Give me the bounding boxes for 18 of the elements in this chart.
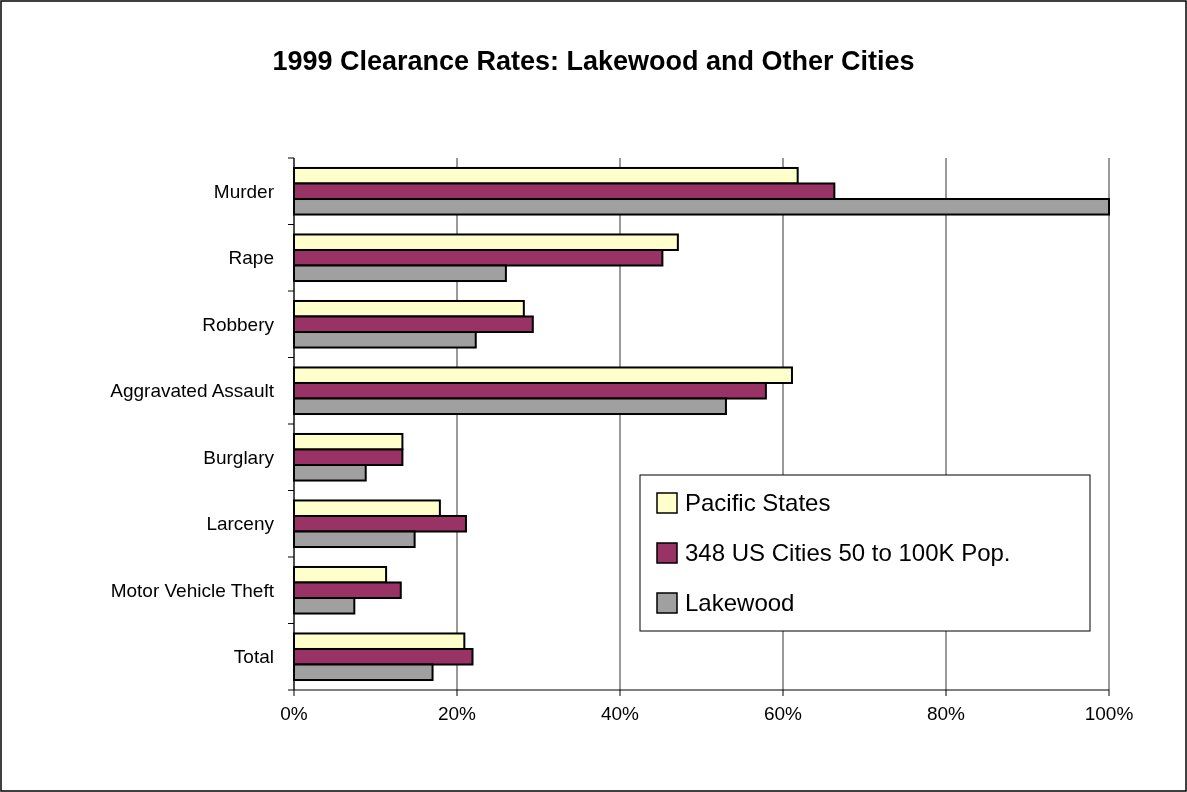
y-tick-label: Murder [213,180,275,202]
y-tick-label: Total [233,646,274,668]
y-tick-label: Burglary [203,446,275,468]
x-tick-label: 80% [926,703,966,724]
legend-label: Pacific States [685,489,831,517]
chart-title: 1999 Clearance Rates: Lakewood and Other Cities [272,46,915,76]
x-tick-label: 20% [437,703,477,724]
y-tick-label: Motor Vehicle Theft [110,579,275,601]
x-tick-label: 60% [763,703,803,724]
y-tick-label: Rape [228,247,274,269]
y-tick-label: Aggravated Assault [110,380,275,402]
x-tick-label: 40% [600,703,640,724]
x-tick-label: 100% [1084,703,1134,724]
legend-label: Lakewood [685,589,795,617]
y-tick-label: Robbery [202,313,275,335]
x-tick-label: 0% [280,703,308,724]
legend-label: 348 US Cities 50 to 100K Pop. [685,539,1011,567]
y-tick-label: Larceny [206,513,275,535]
